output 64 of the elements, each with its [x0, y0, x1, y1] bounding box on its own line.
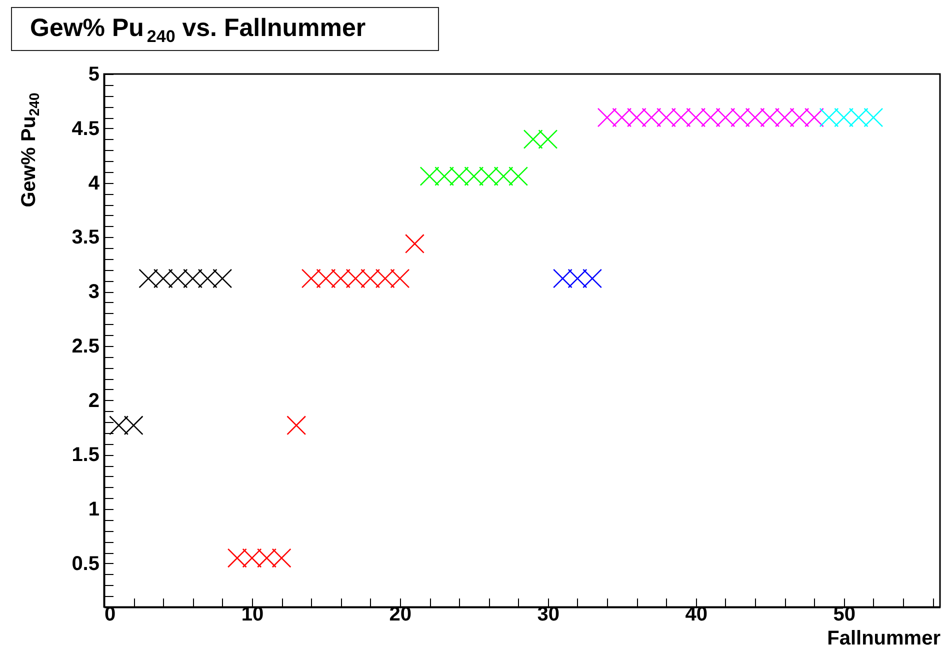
point — [568, 268, 588, 288]
point — [301, 268, 321, 288]
point — [730, 108, 750, 128]
y-tick-label: 1 — [88, 498, 100, 521]
point — [523, 130, 543, 149]
y-tick-label: 4.5 — [72, 118, 100, 140]
y-tick-label: 4 — [88, 172, 100, 194]
point — [404, 234, 424, 254]
point — [790, 108, 810, 128]
y-tick-label: 0.5 — [72, 552, 100, 575]
point — [375, 268, 395, 288]
point — [671, 108, 691, 128]
point — [316, 268, 336, 288]
y-tick-label: 2 — [88, 390, 100, 412]
y-tick-label: 1.5 — [72, 444, 100, 466]
point — [420, 166, 440, 186]
point — [286, 416, 306, 436]
point — [198, 268, 218, 288]
point — [864, 108, 884, 128]
point — [716, 108, 736, 128]
point — [597, 108, 617, 128]
point — [109, 416, 129, 436]
point — [686, 108, 706, 128]
point — [745, 108, 765, 128]
y-tick-label: 2.5 — [72, 335, 100, 358]
point — [212, 268, 232, 288]
point — [434, 166, 454, 186]
point — [272, 548, 292, 568]
point — [538, 130, 558, 149]
point — [478, 166, 498, 186]
point — [774, 108, 794, 128]
point — [760, 108, 780, 128]
point — [331, 268, 350, 288]
point — [168, 268, 188, 288]
point — [360, 268, 380, 288]
point — [390, 268, 410, 288]
point — [464, 166, 484, 186]
y-tick-label: 5 — [88, 64, 100, 86]
point — [642, 108, 662, 128]
point — [626, 108, 646, 128]
point — [494, 166, 514, 186]
point — [153, 268, 173, 288]
point — [848, 108, 868, 128]
x-axis-title: Fallnummer — [827, 628, 941, 650]
point — [227, 548, 247, 568]
point — [552, 268, 572, 288]
point — [612, 108, 632, 128]
chart-title: Gew% Pu$_{240}$ vs. Fallnummer — [11, 7, 439, 51]
point — [834, 108, 854, 128]
point — [257, 548, 276, 568]
point — [449, 166, 469, 186]
point — [124, 416, 144, 436]
point — [183, 268, 203, 288]
point — [138, 268, 158, 288]
point — [508, 166, 528, 186]
point — [819, 108, 839, 128]
y-tick-label: 3.5 — [72, 226, 100, 249]
point — [242, 548, 262, 568]
point — [582, 268, 602, 288]
point — [656, 108, 676, 128]
point — [700, 108, 720, 128]
point — [804, 108, 824, 128]
point — [346, 268, 366, 288]
y-tick-label: 3 — [88, 281, 100, 304]
